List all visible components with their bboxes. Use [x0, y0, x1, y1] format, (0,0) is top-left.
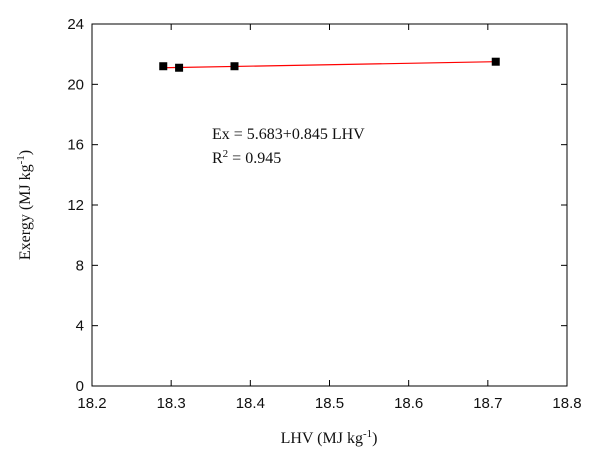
y-tick-label: 4 — [76, 318, 84, 335]
r-squared-annotation: R2 = 0.945 — [212, 148, 281, 167]
data-point — [230, 62, 239, 71]
x-tick-label: 18.6 — [394, 395, 423, 412]
y-axis-ticks: 0 4 8 12 16 20 24 — [67, 16, 567, 395]
x-axis-ticks: 18.2 18.3 18.4 18.5 18.6 18.7 18.8 — [77, 24, 582, 412]
x-tick-label: 18.7 — [473, 395, 502, 412]
x-axis-title: LHV (MJ kg-1) — [281, 428, 378, 447]
x-tick-label: 18.3 — [157, 395, 186, 412]
x-tick-label: 18.8 — [552, 395, 581, 412]
x-tick-label: 18.5 — [315, 395, 344, 412]
data-point — [491, 57, 500, 66]
data-point — [159, 62, 168, 71]
data-points-layer — [159, 57, 500, 72]
y-tick-label: 0 — [76, 378, 84, 395]
data-point — [175, 63, 184, 72]
y-tick-label: 12 — [67, 197, 84, 214]
y-tick-label: 8 — [76, 257, 84, 274]
regression-equation: Ex = 5.683+0.845 LHV — [212, 126, 365, 143]
x-tick-label: 18.2 — [77, 395, 106, 412]
y-tick-label: 16 — [67, 137, 84, 154]
regression-fit-line — [163, 61, 496, 69]
y-tick-label: 24 — [67, 16, 84, 33]
plot-frame — [91, 23, 568, 387]
y-axis-title: Exergy (MJ kg-1) — [15, 150, 34, 260]
y-tick-label: 20 — [67, 76, 84, 93]
x-tick-label: 18.4 — [236, 395, 265, 412]
fit-line-layer — [163, 61, 496, 69]
